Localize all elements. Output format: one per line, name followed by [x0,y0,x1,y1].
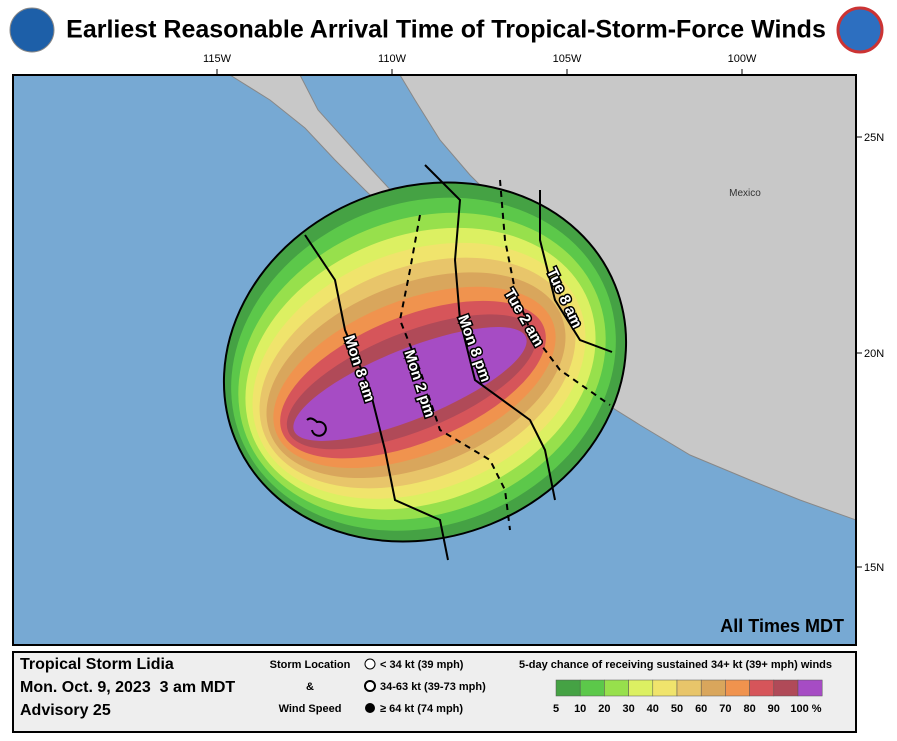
scale-swatch [773,679,799,697]
scale-label: 5 [553,703,559,715]
scale-title: 5-day chance of receiving sustained 34+ … [519,659,832,671]
storm-symbol [306,417,327,437]
map: Mexico All Times MDT 115W 110W 105W 100W 25N… [12,53,884,646]
advisory: Advisory 25 [20,702,111,719]
scale-label: 100 % [790,703,821,715]
key-title: & [306,681,314,693]
scale-swatch [604,679,629,697]
scale-label: 90 [768,703,780,715]
scale-swatch [579,679,605,697]
scale-label: 10 [574,703,586,715]
footer-box [12,651,857,733]
scale-label: 30 [622,703,634,715]
map-border [12,74,857,646]
scale-swatch [700,679,726,697]
nws-logo [836,6,884,54]
probability-swath [222,181,628,543]
lat-label: 15N [864,562,884,574]
contour-mon-2pm [398,214,511,531]
title: Earliest Reasonable Arrival Time of Trop… [66,16,826,44]
scale-swatch [725,679,750,697]
noaa-logo [9,7,55,53]
key-icon-weak [364,658,376,670]
lon-label: 110W [378,53,407,65]
scale-label: 70 [719,703,731,715]
key-icon-ts [364,680,376,692]
key-icon-hurricane [365,703,375,713]
scale-swatch [628,679,654,697]
lon-label: 115W [203,53,232,65]
place-label: Mexico [729,188,761,199]
key-title: Storm Location [270,659,351,671]
lat-label: 25N [864,132,884,144]
contour-tue-2am [499,179,611,406]
scale-swatch [676,679,702,697]
issued: Mon. Oct. 9, 2023 3 am MDT [20,679,235,696]
contour-mon-8am [304,234,449,561]
scale-swatch [749,679,775,697]
contour-mon-8pm [424,164,556,501]
scale-swatch [555,679,581,697]
scale-label: 50 [671,703,683,715]
key-title: Wind Speed [279,703,342,715]
key-item: < 34 kt (39 mph) [380,659,464,671]
scale-swatch [797,679,823,697]
time-note: All Times MDT [720,616,844,636]
storm-name: Tropical Storm Lidia [20,656,174,673]
scale-label: 40 [647,703,659,715]
scale-swatch [652,679,678,697]
lat-label: 20N [864,348,884,360]
scale-label: 20 [598,703,610,715]
lon-label: 100W [728,53,757,65]
footer: Tropical Storm Lidia Mon. Oct. 9, 2023 3… [12,651,857,733]
key-item: ≥ 64 kt (74 mph) [380,703,463,715]
scale-label: 60 [695,703,707,715]
lon-label: 105W [553,53,582,65]
scale-label: 80 [743,703,755,715]
contour-tue-8am [539,190,613,353]
key-item: 34-63 kt (39-73 mph) [380,681,486,693]
